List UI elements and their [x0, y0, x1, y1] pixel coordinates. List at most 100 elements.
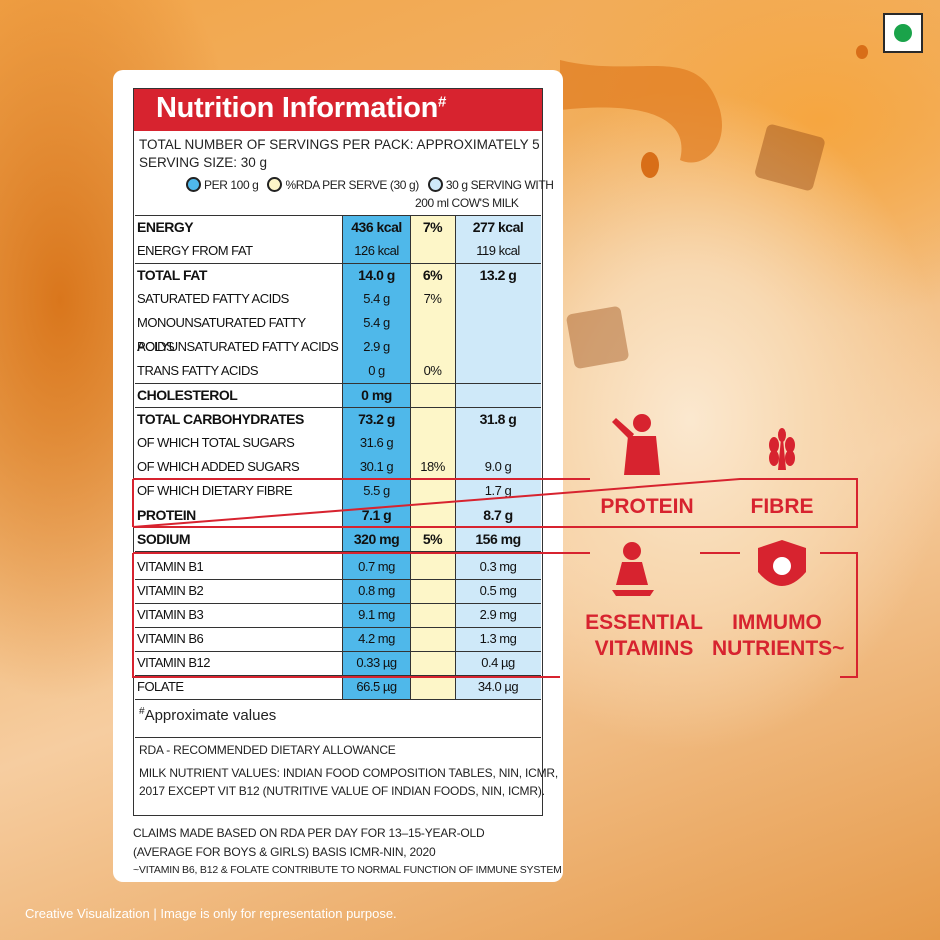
legend-text: %RDA PER SERVE (30 g) [285, 177, 419, 192]
table-row: TOTAL CARBOHYDRATES 73.2 g 31.8 g [135, 407, 541, 431]
table-cell: 73.2 g [358, 411, 395, 427]
table-cell: TOTAL FAT [137, 267, 207, 283]
table-cell: VITAMIN B1 [137, 559, 204, 574]
table-cell: 0.8 mg [358, 583, 395, 598]
table-cell: 2.9 mg [479, 607, 517, 622]
table-cell: VITAMIN B2 [137, 583, 204, 598]
row-rule [135, 603, 541, 604]
benefit-label: PROTEIN [600, 495, 694, 518]
table-cell: 8.7 g [483, 507, 513, 523]
table-cell: 7.1 g [361, 507, 392, 523]
benefit-label: FIBRE [750, 495, 814, 518]
table-cell: 7% [423, 291, 442, 306]
table-cell: 9.1 mg [358, 607, 395, 622]
column-line [455, 215, 456, 700]
row-rule [135, 675, 541, 676]
table-cell: 5.5 g [363, 483, 390, 498]
table-cell: 436 kcal [351, 219, 402, 235]
table-cell: VITAMIN B6 [137, 631, 204, 646]
servings: TOTAL NUMBER OF SERVINGS PER PACK: APPRO… [139, 137, 540, 152]
claims: CLAIMS MADE BASED ON RDA PER DAY FOR 13–… [133, 826, 485, 840]
table-cell: CHOLESTEROL [137, 387, 238, 403]
table-cell: TRANS FATTY ACIDS [137, 363, 259, 378]
table-cell: 66.5 µg [356, 679, 397, 694]
table-cell: 34.0 µg [477, 679, 519, 694]
table-cell: 320 mg [353, 531, 400, 547]
table-cell: 277 kcal [472, 219, 524, 235]
table-cell: 0.33 µg [356, 655, 397, 670]
table-cell: 4.2 mg [358, 631, 395, 646]
table-cell: 1.7 g [484, 483, 512, 498]
legend: PER 100 g %RDA PER SERVE (30 g) 30 g SER… [186, 177, 554, 192]
table-row: ENERGY 436 kcal 7% 277 kcal [135, 215, 541, 239]
approx-mark: # [139, 706, 145, 717]
table-cell: POLYUNSATURATED FATTY ACIDS [137, 339, 339, 354]
table-row: TRANS FATTY ACIDS 0 g 0% [135, 359, 541, 383]
row-rule [135, 699, 541, 700]
table-cell: 31.6 g [359, 435, 394, 450]
table-row: MONOUNSATURATED FATTY ACIDS 5.4 g [135, 311, 541, 354]
row-rule [135, 579, 541, 580]
table-row: VITAMIN B2 0.8 mg 0.5 mg [135, 579, 541, 603]
legend-text: 200 ml COW'S MILK [415, 196, 519, 210]
row-rule [135, 383, 541, 384]
table-cell: 14.0 g [358, 267, 395, 283]
title-mark: # [438, 93, 447, 111]
table-cell: 0.5 mg [479, 583, 517, 598]
table-cell: 0.4 µg [481, 655, 515, 670]
table-cell: 0 mg [361, 387, 392, 403]
rda-note: RDA - RECOMMENDED DIETARY ALLOWANCE [139, 743, 396, 757]
table-cell: 1.3 mg [479, 631, 517, 646]
table-row: VITAMIN B3 9.1 mg 2.9 mg [135, 603, 541, 627]
table-cell: PROTEIN [137, 507, 196, 523]
table-cell: OF WHICH DIETARY FIBRE [137, 483, 293, 498]
table-row: VITAMIN B6 4.2 mg 1.3 mg [135, 627, 541, 651]
table-cell: 31.8 g [479, 411, 517, 427]
table-cell: 18% [420, 459, 445, 474]
table-cell: TOTAL CARBOHYDRATES [137, 411, 304, 427]
legend-text: 30 g SERVING WITH [445, 177, 554, 192]
row-rule [135, 215, 541, 216]
table-row: ENERGY FROM FAT 126 kcal 119 kcal [135, 239, 541, 263]
column-bg [410, 215, 455, 700]
legend-dot [427, 177, 443, 192]
table-row: SODIUM 320 mg 5% 156 mg [135, 527, 541, 551]
table-cell: MONOUNSATURATED FATTY ACIDS [137, 315, 306, 354]
column-bg [455, 215, 541, 700]
claims: (AVERAGE FOR BOYS & GIRLS) BASIS ICMR-NI… [133, 845, 436, 859]
approx-note: #Approximate values [139, 706, 276, 724]
row-rule [135, 407, 541, 408]
table-row: SATURATED FATTY ACIDS 5.4 g 7% [135, 287, 541, 311]
table-cell: 5.4 g [363, 315, 390, 330]
table-frame [133, 88, 543, 816]
table-cell: ENERGY FROM FAT [137, 243, 253, 258]
table-row: VITAMIN B12 0.33 µg 0.4 µg [135, 651, 541, 675]
table-cell: 5% [422, 531, 443, 547]
table-cell: VITAMIN B3 [137, 607, 204, 622]
disclaimer: Creative Visualization | Image is only f… [25, 906, 397, 921]
claims: ~VITAMIN B6, B12 & FOLATE CONTRIBUTE TO … [133, 864, 562, 876]
table-cell: VITAMIN B12 [137, 655, 211, 670]
row-rule [135, 263, 541, 264]
table-cell: OF WHICH ADDED SUGARS [137, 459, 300, 474]
table-row: OF WHICH ADDED SUGARS 30.1 g 18% 9.0 g [135, 455, 541, 479]
row-rule [135, 651, 541, 652]
table-row: OF WHICH DIETARY FIBRE 5.5 g 1.7 g [135, 479, 541, 503]
title: Nutrition Information# [156, 92, 446, 125]
legend-dot [186, 177, 201, 192]
table-row: OF WHICH TOTAL SUGARS 31.6 g [135, 431, 541, 455]
table-cell: 7% [422, 219, 443, 235]
table-cell: FOLATE [137, 679, 184, 694]
table-cell: 0% [423, 363, 442, 378]
table-cell: 0.7 mg [358, 559, 395, 574]
benefit-label: IMMUMO NUTRIENTS~ [712, 611, 845, 660]
table-row: CHOLESTEROL 0 mg [135, 383, 541, 407]
table-cell: 119 kcal [476, 243, 520, 258]
table-cell: SODIUM [137, 531, 191, 547]
milk-note: MILK NUTRIENT VALUES: INDIAN FOOD COMPOS… [139, 766, 559, 780]
column-bg [343, 215, 410, 700]
milk-note: 2017 EXCEPT VIT B12 (NUTRITIVE VALUE OF … [139, 784, 545, 798]
